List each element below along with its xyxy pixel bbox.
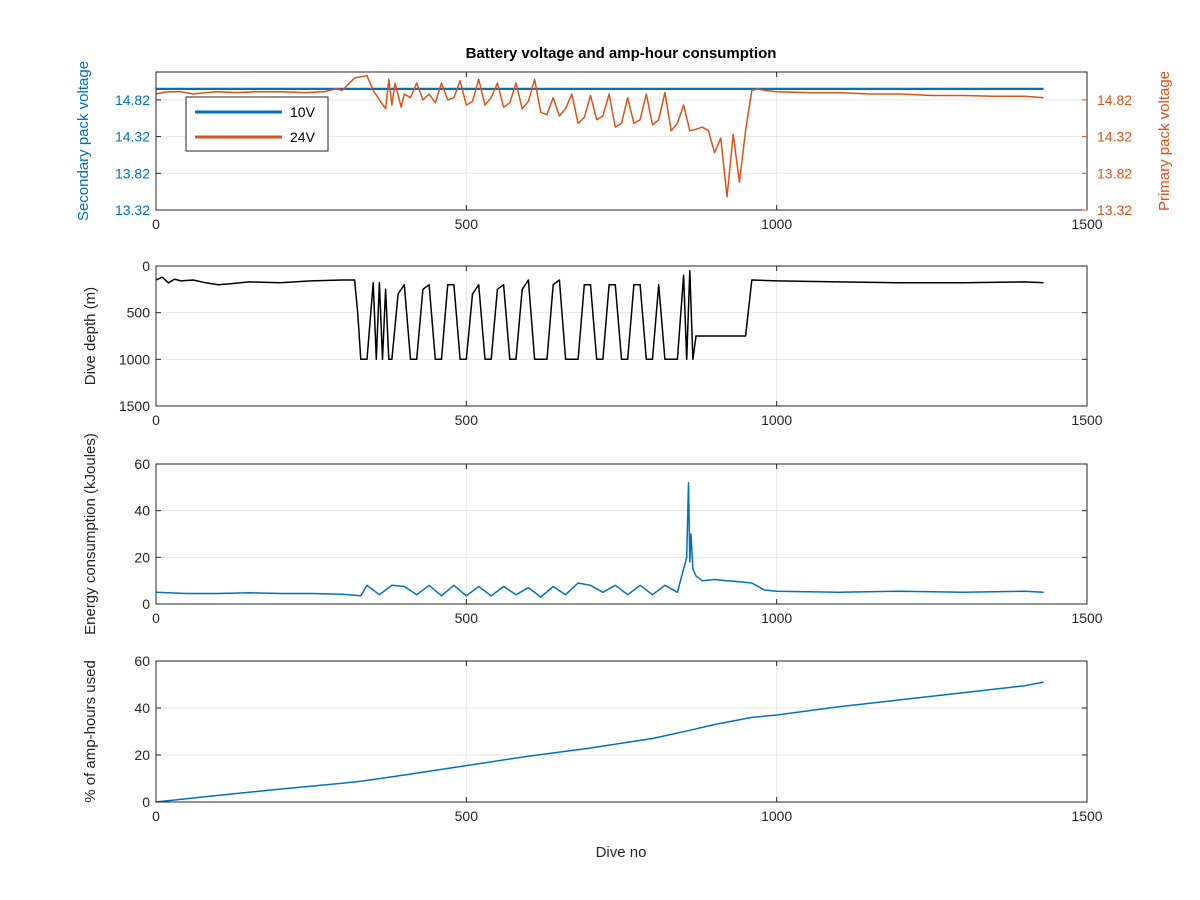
y-axis-label: Secondary pack voltage [75, 61, 92, 221]
x-tick-label: 500 [455, 216, 479, 232]
axes-box [155, 71, 1088, 211]
y-tick-label: 40 [134, 503, 150, 519]
x-tick-label: 1000 [761, 216, 792, 232]
x-tick-label: 500 [455, 412, 479, 428]
legend-box [185, 96, 329, 152]
y-tick-label: 1000 [119, 351, 150, 367]
y-tick-label: 60 [134, 653, 150, 669]
y-right-tick-label: 13.82 [1097, 165, 1132, 181]
y-axis-label: Energy consumption (kJoules) [82, 433, 99, 635]
y-tick-label: 13.32 [115, 202, 150, 218]
y-tick-label: 20 [134, 549, 150, 565]
x-tick-label: 1000 [761, 412, 792, 428]
x-tick-label: 0 [152, 216, 160, 232]
x-tick-label: 1500 [1071, 808, 1102, 824]
x-tick-label: 1500 [1071, 216, 1102, 232]
y-tick-label: 0 [142, 794, 150, 810]
x-tick-label: 0 [152, 610, 160, 626]
y-tick-label: 60 [134, 456, 150, 472]
legend-label-10v: 10V [290, 104, 316, 120]
y-axis-label: Dive depth (m) [82, 287, 99, 385]
y-tick-label: 20 [134, 747, 150, 763]
energy-panel: 0 500 1000 1500 0 20 40 60 Energy consumption (k… [82, 433, 1103, 635]
series-line-1 [155, 269, 1044, 361]
plot-area [156, 464, 1087, 604]
series-line-1 [155, 481, 1044, 598]
figure-title: Battery voltage and amp-hour consumption [466, 45, 777, 62]
y-tick-label: 13.82 [115, 165, 150, 181]
y-tick-label: 500 [127, 305, 151, 321]
legend-label-24v: 24V [290, 129, 316, 145]
y-tick-label: 0 [142, 258, 150, 274]
chart-panels: 0 500 1000 150013.3213.8214.3214.8213.3213.… [75, 61, 1173, 824]
y-tick-label: 40 [134, 700, 150, 716]
y-tick-label: 14.32 [115, 129, 150, 145]
series-line-24v [155, 74, 1044, 198]
x-tick-label: 500 [455, 808, 479, 824]
y-tick-label: 0 [142, 596, 150, 612]
x-tick-label: 0 [152, 412, 160, 428]
y-axis-label: % of amp-hours used [82, 660, 99, 803]
series-line-1 [155, 681, 1044, 803]
amphours-panel: 0 500 1000 1500 0 20 40 60 % of amp-hours used [82, 653, 1103, 824]
x-tick-label: 500 [455, 610, 479, 626]
plot-area [156, 266, 1087, 406]
x-tick-label: 0 [152, 808, 160, 824]
legend: 10V 24V [185, 96, 329, 152]
y-right-tick-label: 13.32 [1097, 202, 1132, 218]
x-tick-label: 1500 [1071, 412, 1102, 428]
x-tick-label: 1000 [761, 610, 792, 626]
y-tick-label: 14.82 [115, 92, 150, 108]
axes-box [155, 463, 1088, 605]
voltage-panel: 0 500 1000 150013.3213.8214.3214.8213.3213.… [75, 61, 1173, 232]
y-right-tick-label: 14.82 [1097, 92, 1132, 108]
x-axis-label: Dive no [596, 844, 647, 861]
y-right-tick-label: 14.32 [1097, 129, 1132, 145]
y-tick-label: 1500 [119, 398, 150, 414]
axes-box [155, 265, 1088, 407]
y-right-axis-label: Primary pack voltage [1156, 71, 1173, 211]
x-tick-label: 1500 [1071, 610, 1102, 626]
x-tick-label: 1000 [761, 808, 792, 824]
axes-box [155, 660, 1088, 803]
plot-area [156, 661, 1087, 802]
